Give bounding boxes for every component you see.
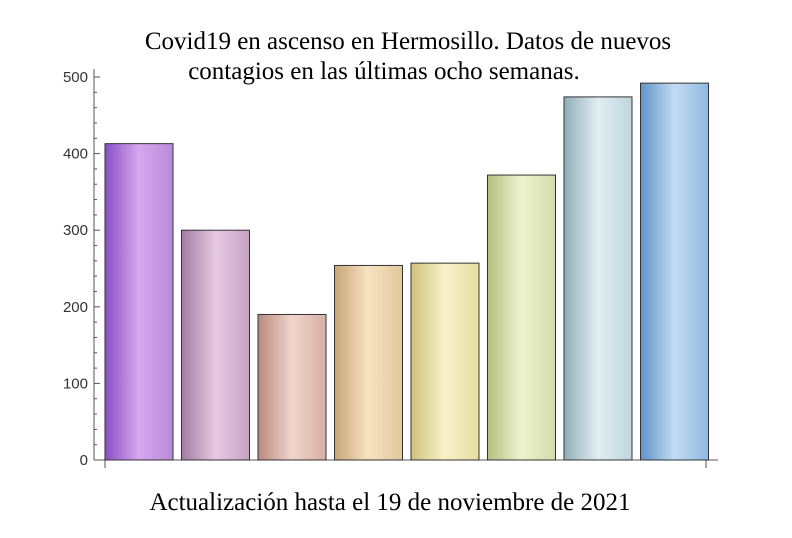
bar-5 <box>410 262 480 461</box>
bar-3 <box>257 313 327 461</box>
y-axis: 0 100 200 300 400 500 <box>63 69 100 469</box>
bars-group <box>104 82 709 461</box>
bar-6 <box>487 174 556 461</box>
chart-title-line-2: contagios en las últimas ocho semanas. <box>188 58 580 85</box>
bar-8 <box>640 82 709 461</box>
y-tick-label: 100 <box>63 375 88 392</box>
y-tick-label: 400 <box>63 146 88 163</box>
chart-caption: Actualización hasta el 19 de noviembre d… <box>149 489 630 516</box>
y-tick-label: 500 <box>63 69 88 86</box>
x-axis <box>94 459 718 468</box>
bar-4 <box>334 264 403 461</box>
chart-title-line-1: Covid19 en ascenso en Hermosillo. Datos … <box>145 28 671 55</box>
bar-1 <box>104 143 174 461</box>
bar-7 <box>563 96 633 461</box>
bar-2 <box>181 229 250 461</box>
y-tick-label: 300 <box>63 222 88 239</box>
y-tick-label: 200 <box>63 299 88 316</box>
y-tick-label: 0 <box>80 452 88 469</box>
